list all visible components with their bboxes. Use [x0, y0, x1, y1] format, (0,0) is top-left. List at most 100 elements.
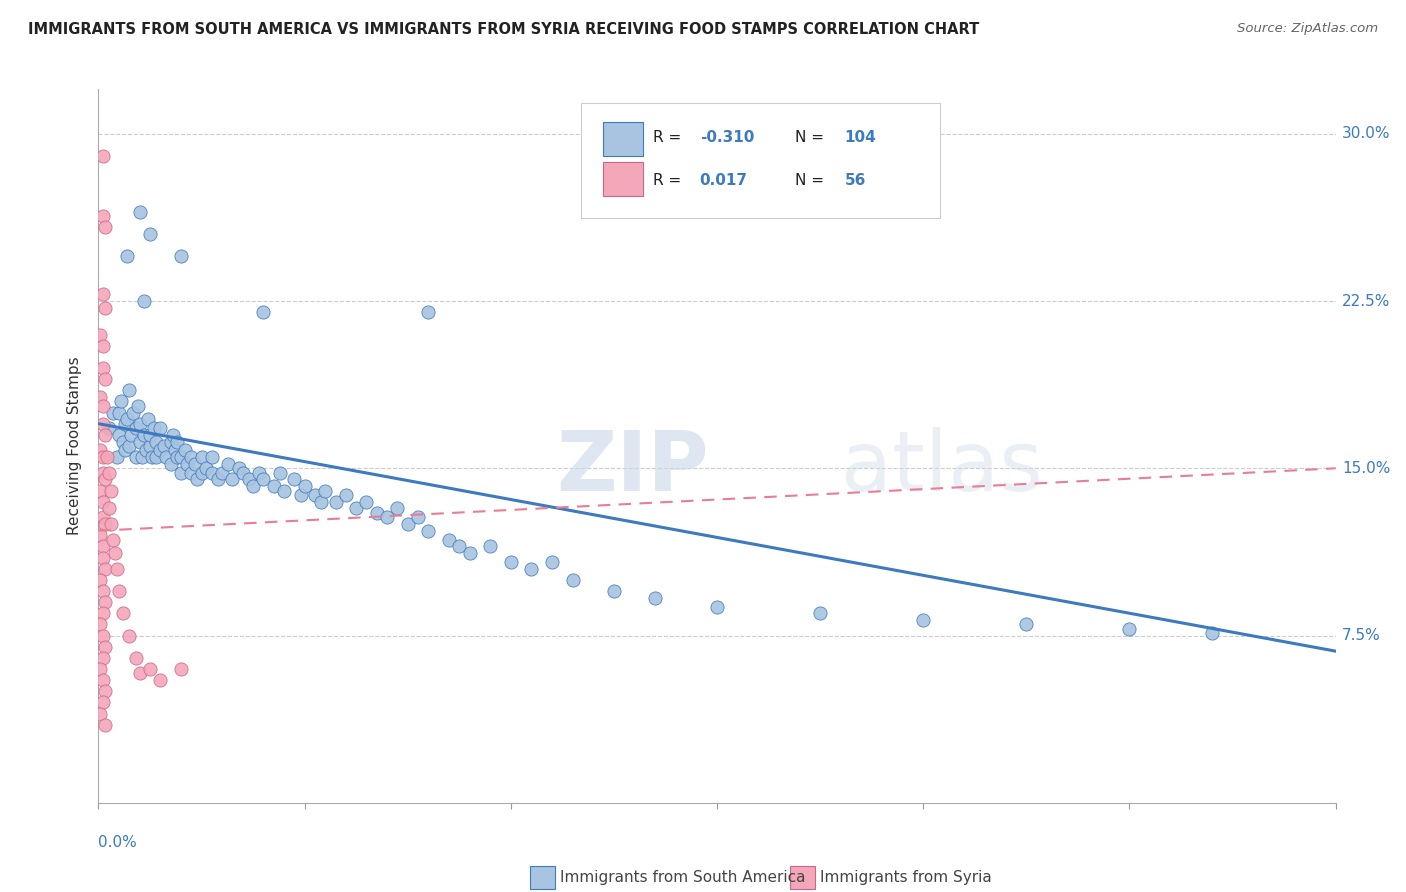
Point: [104, 546, 127, 560]
Point: [180, 466, 202, 480]
Point: [132, 427, 155, 442]
Text: 15.0%: 15.0%: [1341, 461, 1391, 475]
Point: [242, 479, 264, 493]
FancyBboxPatch shape: [530, 866, 555, 889]
Point: [108, 427, 131, 442]
Point: [221, 473, 243, 487]
Point: [93, 517, 115, 532]
Point: [603, 583, 626, 598]
Point: [247, 466, 270, 480]
Point: [396, 517, 419, 532]
Point: [170, 466, 193, 480]
Point: [162, 427, 184, 442]
Point: [139, 439, 162, 453]
Point: [325, 494, 347, 508]
Point: [91, 583, 114, 598]
Point: [89, 617, 111, 632]
Point: [91, 539, 114, 553]
Point: [96, 450, 118, 465]
Point: [344, 501, 367, 516]
Point: [541, 555, 564, 569]
Point: [143, 421, 166, 435]
Point: [290, 488, 312, 502]
Point: [356, 494, 378, 508]
Point: [153, 439, 176, 453]
Point: [145, 450, 167, 465]
Text: 30.0%: 30.0%: [1341, 127, 1391, 141]
Point: [93, 473, 115, 487]
Point: [706, 599, 728, 614]
Point: [110, 394, 132, 409]
Point: [128, 417, 150, 431]
Point: [201, 450, 224, 465]
FancyBboxPatch shape: [790, 866, 815, 889]
Point: [458, 546, 481, 560]
Point: [217, 457, 239, 471]
Point: [309, 494, 332, 508]
Point: [91, 651, 114, 665]
Point: [335, 488, 357, 502]
Point: [128, 666, 150, 681]
Point: [170, 249, 193, 264]
Point: [232, 466, 254, 480]
Point: [124, 450, 146, 465]
Point: [166, 434, 188, 449]
Point: [105, 562, 128, 576]
Point: [170, 662, 193, 676]
Point: [252, 473, 274, 487]
Text: R =: R =: [652, 173, 686, 188]
Point: [128, 204, 150, 219]
Point: [176, 457, 198, 471]
Point: [89, 706, 111, 721]
Point: [912, 613, 935, 627]
Text: Immigrants from South America: Immigrants from South America: [560, 871, 806, 885]
Text: ZIP: ZIP: [557, 427, 709, 508]
Point: [93, 595, 115, 609]
Point: [314, 483, 336, 498]
Point: [114, 417, 136, 431]
Point: [117, 412, 139, 426]
Point: [108, 583, 131, 598]
FancyBboxPatch shape: [581, 103, 939, 218]
Point: [644, 591, 666, 605]
Point: [97, 421, 120, 435]
Point: [238, 473, 260, 487]
Point: [252, 305, 274, 319]
Point: [118, 439, 141, 453]
Point: [155, 450, 177, 465]
Point: [132, 293, 155, 308]
Point: [449, 539, 471, 553]
Point: [131, 450, 153, 465]
Point: [91, 360, 114, 375]
Point: [89, 483, 111, 498]
Point: [135, 443, 157, 458]
Point: [91, 399, 114, 413]
Point: [101, 405, 124, 420]
Point: [89, 573, 111, 587]
FancyBboxPatch shape: [603, 162, 643, 196]
Point: [100, 517, 122, 532]
Point: [93, 640, 115, 654]
Point: [1015, 617, 1038, 632]
Y-axis label: Receiving Food Stamps: Receiving Food Stamps: [67, 357, 83, 535]
Point: [366, 506, 388, 520]
Point: [406, 510, 429, 524]
Text: 104: 104: [845, 130, 876, 145]
Point: [561, 573, 583, 587]
Point: [149, 443, 172, 458]
Point: [304, 488, 326, 502]
Point: [139, 662, 162, 676]
Point: [91, 450, 114, 465]
Point: [91, 510, 114, 524]
Point: [190, 466, 212, 480]
Point: [91, 550, 114, 565]
Point: [91, 149, 114, 163]
Point: [1118, 622, 1140, 636]
Point: [93, 717, 115, 731]
Point: [89, 443, 111, 458]
Text: IMMIGRANTS FROM SOUTH AMERICA VS IMMIGRANTS FROM SYRIA RECEIVING FOOD STAMPS COR: IMMIGRANTS FROM SOUTH AMERICA VS IMMIGRA…: [28, 22, 980, 37]
Point: [159, 434, 181, 449]
Point: [112, 434, 135, 449]
FancyBboxPatch shape: [603, 122, 643, 156]
Point: [1201, 626, 1223, 640]
